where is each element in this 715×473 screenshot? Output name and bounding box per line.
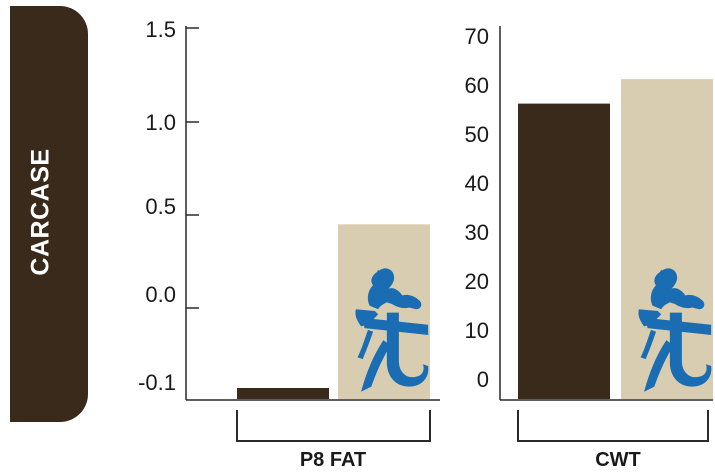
chart-p8-fat: 1.5 1.0 0.5 0.0 -0.1 P8 FAT: [138, 17, 440, 471]
side-tab: [10, 6, 88, 422]
cwt-tick-label: 70: [465, 24, 489, 49]
chart-cwt: 0 10 20 30 40 50 60 70 CWT: [465, 24, 713, 471]
cwt-tick-label: 20: [465, 269, 489, 294]
p8-tick-label: -0.1: [138, 370, 176, 395]
cwt-y-ticks: 0 10 20 30 40 50 60 70: [465, 24, 489, 392]
p8-bar-dark: [237, 388, 329, 399]
cwt-category-bracket: [517, 410, 709, 442]
p8-category-bracket: [236, 410, 431, 442]
p8-tick-label: 1.0: [145, 110, 176, 135]
p8-tick-label: 0.5: [145, 194, 176, 219]
cwt-tick-label: 10: [465, 318, 489, 343]
cwt-category-label: CWT: [595, 449, 641, 471]
cwt-bar-dark: [518, 103, 610, 399]
p8-y-ticks: 1.5 1.0 0.5 0.0 -0.1: [138, 17, 199, 395]
cwt-tick-label: 30: [465, 220, 489, 245]
cwt-tick-label: 60: [465, 73, 489, 98]
cwt-tick-label: 50: [465, 122, 489, 147]
p8-category-label: P8 FAT: [300, 449, 366, 471]
p8-tick-label: 0.0: [145, 282, 176, 307]
cwt-tick-label: 0: [477, 367, 489, 392]
cwt-tick-label: 40: [465, 171, 489, 196]
p8-tick-label: 1.5: [145, 17, 176, 42]
p8-bar-light: [338, 224, 430, 399]
